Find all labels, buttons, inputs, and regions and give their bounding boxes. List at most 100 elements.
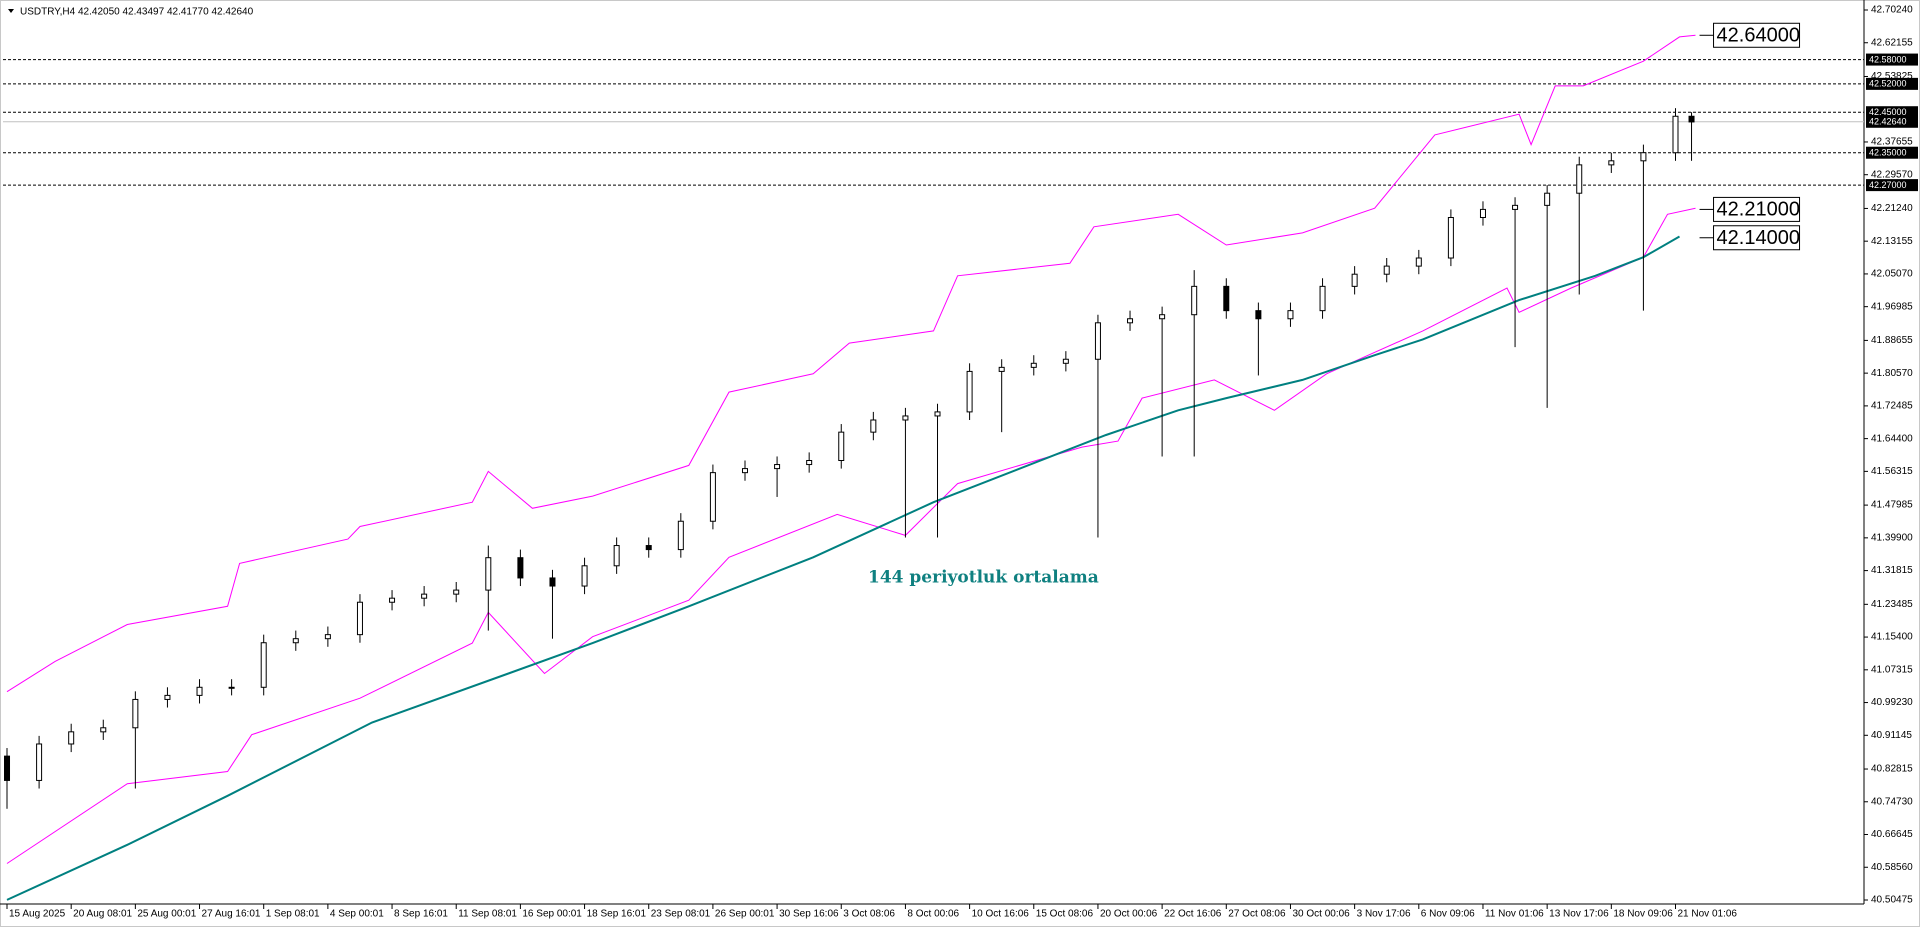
current-price-tag	[1866, 115, 1918, 128]
y-tick-label: 41.07315	[1871, 664, 1913, 675]
x-tick-label: 18 Sep 16:01	[587, 909, 647, 920]
y-tick-label: 41.80570	[1871, 368, 1913, 379]
x-tick-label: 20 Aug 08:01	[73, 909, 132, 920]
y-tick-label: 41.56315	[1871, 466, 1913, 477]
level-label: 42.45000	[1869, 107, 1907, 117]
candle-body	[485, 557, 492, 591]
candle-body	[1319, 285, 1326, 312]
level-tag	[1866, 106, 1918, 119]
y-tick-label: 42.13155	[1871, 236, 1913, 247]
y-tick-label: 42.70240	[1871, 5, 1913, 16]
candle-body	[1191, 285, 1198, 316]
candle-body	[453, 589, 460, 595]
x-tick-label: 16 Sep 00:01	[522, 909, 582, 920]
menu-arrow[interactable]	[8, 9, 14, 13]
level-tag	[1866, 146, 1918, 159]
y-tick-label: 40.91145	[1871, 730, 1912, 741]
candle-body	[1255, 310, 1262, 320]
candle-body	[677, 520, 684, 551]
y-tick-label: 42.62155	[1871, 37, 1913, 48]
callout-label: 42.14000	[1717, 227, 1800, 249]
level-label: 42.27000	[1869, 180, 1907, 190]
candle-body	[613, 545, 620, 567]
x-tick-label: 30 Sep 16:06	[779, 909, 839, 920]
level-tag	[1866, 77, 1918, 90]
y-tick-label: 40.50475	[1871, 895, 1913, 906]
y-tick-label: 42.05070	[1871, 269, 1913, 280]
candle-body	[581, 565, 588, 587]
indicator-line	[6, 235, 1680, 901]
x-tick-label: 27 Aug 16:01	[202, 909, 261, 920]
candle-body	[870, 419, 877, 433]
candle-body	[774, 464, 781, 470]
candle-body	[1512, 204, 1519, 210]
x-tick-label: 20 Oct 00:06	[1100, 909, 1158, 920]
candle-body	[68, 731, 75, 745]
candle-body	[998, 366, 1005, 372]
x-tick-label: 27 Oct 08:06	[1228, 909, 1286, 920]
indicator-line	[6, 34, 1696, 693]
x-tick-label: 30 Oct 00:06	[1292, 909, 1350, 920]
callout-box	[1713, 225, 1801, 251]
y-tick-label: 41.96985	[1871, 301, 1913, 312]
level-label: 42.58000	[1869, 54, 1907, 64]
y-tick-label: 41.88655	[1871, 335, 1913, 346]
chart-title: USDTRY,H4 42.42050 42.43497 42.41770 42.…	[20, 7, 254, 18]
y-tick-label: 41.64400	[1871, 433, 1913, 444]
candle-body	[260, 642, 267, 688]
x-tick-label: 3 Oct 08:06	[843, 909, 895, 920]
x-tick-label: 23 Sep 08:01	[651, 909, 711, 920]
candle-body	[164, 694, 171, 700]
y-tick-label: 41.15400	[1871, 632, 1913, 643]
candle-body	[517, 557, 524, 579]
candle-body	[549, 577, 556, 587]
candle-body	[1094, 322, 1101, 360]
candle-body	[1351, 273, 1358, 287]
y-tick-label: 41.31815	[1871, 565, 1913, 576]
candle-body	[1415, 257, 1422, 267]
candle-body	[1127, 318, 1134, 324]
candle-body	[196, 686, 203, 696]
y-tick-label: 40.74730	[1871, 796, 1913, 807]
candle-body	[1383, 265, 1390, 275]
x-tick-label: 1 Sep 08:01	[266, 909, 320, 920]
candle-body	[356, 601, 363, 636]
candle-body	[1608, 160, 1615, 166]
candle-body	[324, 634, 331, 640]
x-tick-label: 6 Nov 09:06	[1421, 909, 1475, 920]
callout-label: 42.64000	[1717, 25, 1800, 47]
x-tick-label: 10 Oct 16:06	[972, 909, 1030, 920]
y-tick-label: 42.21240	[1871, 203, 1913, 214]
candle-body	[966, 370, 973, 413]
x-tick-label: 26 Sep 00:01	[715, 909, 775, 920]
y-tick-label: 40.99230	[1871, 697, 1913, 708]
candle-body	[645, 545, 652, 551]
candle-body	[1688, 115, 1695, 123]
candle-body	[934, 411, 941, 417]
x-tick-label: 15 Oct 08:06	[1036, 909, 1094, 920]
y-tick-label: 40.82815	[1871, 764, 1913, 775]
y-tick-label: 41.47985	[1871, 500, 1913, 511]
x-tick-label: 11 Sep 08:01	[458, 909, 517, 920]
y-tick-label: 42.37655	[1871, 137, 1913, 148]
candle-body	[1672, 115, 1679, 154]
x-tick-label: 21 Nov 01:06	[1677, 909, 1737, 920]
current-price-label: 42.42640	[1869, 117, 1907, 127]
candle-body	[389, 597, 396, 603]
candle-body	[902, 415, 909, 421]
x-tick-label: 13 Nov 17:06	[1549, 909, 1609, 920]
candle-body	[838, 431, 845, 461]
candle-body	[421, 593, 428, 599]
x-tick-label: 8 Sep 16:01	[394, 909, 448, 920]
x-tick-label: 3 Nov 17:06	[1357, 909, 1411, 920]
candle-body	[1287, 310, 1294, 320]
x-tick-label: 11 Nov 01:06	[1485, 909, 1544, 920]
x-tick-label: 22 Oct 16:06	[1164, 909, 1222, 920]
x-tick-label: 18 Nov 09:06	[1613, 909, 1673, 920]
candle-body	[36, 743, 43, 781]
candle-body	[1640, 152, 1647, 162]
candle-body	[1544, 192, 1551, 206]
candle-body	[806, 459, 813, 466]
